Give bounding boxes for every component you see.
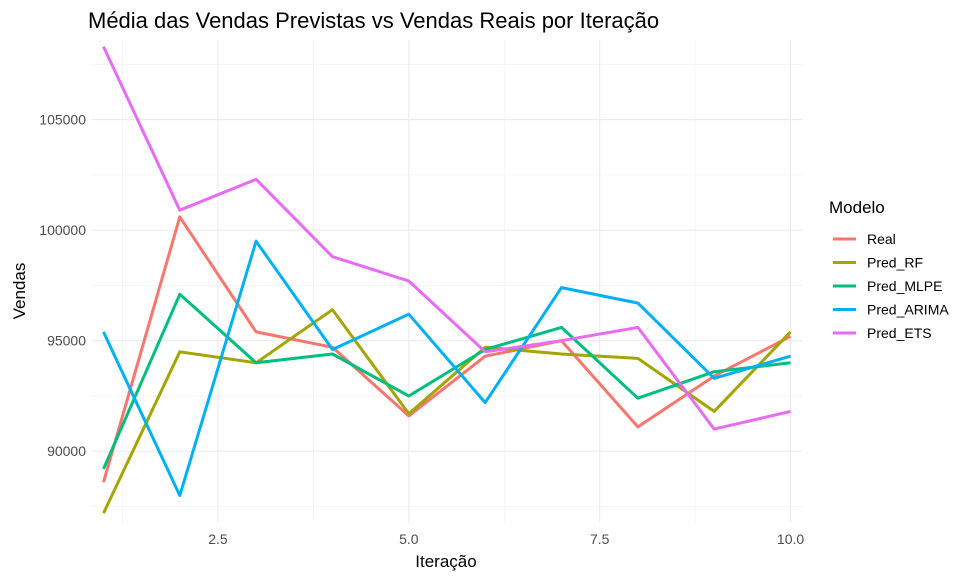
- series-line-pred-mlpe: [102, 292, 791, 470]
- legend-label-real: Real: [867, 231, 896, 247]
- x-tick-label: 5.0: [399, 531, 419, 547]
- grid: [92, 40, 802, 522]
- chart-title: Média das Vendas Previstas vs Vendas Rea…: [88, 8, 659, 33]
- legend: Modelo Real Pred_RF Pred_MLPE Pred_ARIMA Pre…: [829, 198, 949, 341]
- y-axis-title: Vendas: [10, 263, 29, 320]
- y-tick-label: 95000: [47, 333, 86, 349]
- x-tick-label: 2.5: [208, 531, 228, 547]
- series-lines: [102, 45, 792, 514]
- series-line-real: [102, 215, 792, 483]
- x-tick-label: 7.5: [590, 531, 610, 547]
- legend-label-pred-ets: Pred_ETS: [867, 325, 932, 341]
- axes: 2.5 5.0 7.5 10.0 90000 95000 100000 105000: [39, 112, 804, 547]
- x-tick-label: 10.0: [777, 531, 804, 547]
- legend-label-pred-arima: Pred_ARIMA: [867, 302, 949, 318]
- legend-items: Real Pred_RF Pred_MLPE Pred_ARIMA Pred_ETS: [833, 231, 949, 341]
- y-tick-label: 100000: [39, 222, 86, 238]
- series-line-pred-ets: [102, 45, 791, 431]
- legend-label-pred-mlpe: Pred_MLPE: [867, 278, 942, 294]
- legend-label-pred-rf: Pred_RF: [867, 255, 923, 271]
- legend-title: Modelo: [829, 198, 885, 217]
- y-tick-label: 105000: [39, 112, 86, 128]
- y-tick-label: 90000: [47, 443, 86, 459]
- x-axis-title: Iteração: [415, 552, 476, 571]
- series-line-pred-arima: [102, 239, 791, 497]
